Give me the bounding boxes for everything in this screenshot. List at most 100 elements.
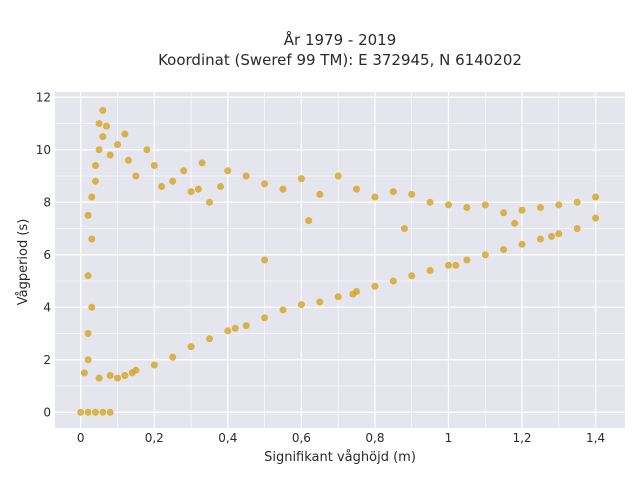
plot-area <box>55 92 625 428</box>
x-tick-label: 0,6 <box>292 431 311 445</box>
data-point <box>261 180 269 188</box>
data-point <box>400 225 408 232</box>
data-point <box>198 159 206 167</box>
x-tick-label: 1 <box>445 431 453 445</box>
data-point <box>297 175 305 183</box>
x-tick-label: 1,2 <box>512 431 531 445</box>
data-point <box>463 256 471 264</box>
data-point <box>371 282 379 290</box>
data-point <box>77 408 85 416</box>
data-point <box>349 290 357 298</box>
data-point <box>114 374 121 382</box>
y-tick-labels: 0 2 4 6 8 10 12 <box>36 90 51 419</box>
data-point <box>180 167 188 175</box>
data-point <box>106 151 114 159</box>
data-point <box>334 293 342 301</box>
data-point <box>371 193 379 201</box>
data-point <box>95 120 103 127</box>
data-point <box>121 130 129 138</box>
data-point <box>132 172 140 180</box>
data-point <box>426 198 434 206</box>
data-point <box>194 185 202 193</box>
y-tick-label: 8 <box>43 195 51 209</box>
data-point <box>592 193 600 201</box>
data-point <box>99 106 107 114</box>
data-point <box>128 369 136 377</box>
data-point <box>158 183 166 190</box>
data-point <box>88 193 96 201</box>
y-axis-title: Vågperiod (s) <box>16 219 31 306</box>
data-point <box>242 322 250 330</box>
data-point <box>481 201 489 209</box>
data-point <box>279 306 287 314</box>
x-tick-label: 1,4 <box>586 431 605 445</box>
data-point <box>95 374 103 382</box>
data-point <box>206 198 213 206</box>
x-axis-title: Signifikant våghöjd (m) <box>264 450 416 465</box>
data-point <box>143 146 151 154</box>
data-point <box>84 356 92 364</box>
data-point <box>305 217 313 225</box>
data-point <box>555 230 563 238</box>
data-point <box>84 408 92 416</box>
data-point <box>592 214 600 222</box>
data-point <box>555 201 563 209</box>
data-point <box>92 177 99 185</box>
data-point <box>316 298 324 306</box>
data-point <box>217 183 224 190</box>
data-point <box>103 122 110 130</box>
y-tick-label: 12 <box>36 90 51 104</box>
data-point <box>463 204 471 211</box>
y-tick-label: 6 <box>43 248 51 262</box>
y-tick-label: 0 <box>43 405 51 419</box>
data-point <box>84 211 92 219</box>
x-tick-label: 0,8 <box>365 431 384 445</box>
chart-title-line1: År 1979 - 2019 <box>284 30 397 49</box>
data-point <box>261 256 269 264</box>
data-point <box>125 156 132 164</box>
data-point <box>389 188 397 196</box>
data-point <box>536 204 544 211</box>
data-point <box>316 190 324 198</box>
data-point <box>187 188 195 196</box>
data-points <box>77 106 600 416</box>
data-point <box>150 361 158 369</box>
data-point <box>92 408 99 416</box>
data-point <box>573 198 581 206</box>
data-point <box>242 172 250 180</box>
data-point <box>518 240 526 248</box>
data-point <box>150 162 158 169</box>
data-point <box>548 232 555 240</box>
data-point <box>536 235 544 243</box>
data-point <box>445 261 452 269</box>
data-point <box>445 201 452 209</box>
data-point <box>121 372 129 379</box>
data-point <box>353 185 360 193</box>
data-point <box>206 335 213 343</box>
data-point <box>88 303 96 311</box>
data-point <box>106 408 114 416</box>
data-point <box>169 353 177 361</box>
data-point <box>224 167 232 175</box>
data-point <box>84 330 92 337</box>
data-point <box>279 185 287 193</box>
y-tick-label: 2 <box>43 353 51 367</box>
chart-title-line2: Koordinat (Sweref 99 TM): E 372945, N 61… <box>158 51 522 69</box>
data-point <box>518 206 526 214</box>
data-point <box>334 172 342 180</box>
grid-lines <box>55 92 625 428</box>
data-point <box>80 369 88 377</box>
data-point <box>408 190 416 198</box>
data-point <box>114 141 121 148</box>
data-point <box>88 235 96 243</box>
data-point <box>511 219 519 227</box>
y-tick-label: 4 <box>43 300 51 314</box>
data-point <box>481 251 489 259</box>
data-point <box>261 314 269 322</box>
data-point <box>426 267 434 274</box>
data-point <box>99 408 107 416</box>
x-tick-label: 0,2 <box>145 431 164 445</box>
data-point <box>92 162 99 169</box>
